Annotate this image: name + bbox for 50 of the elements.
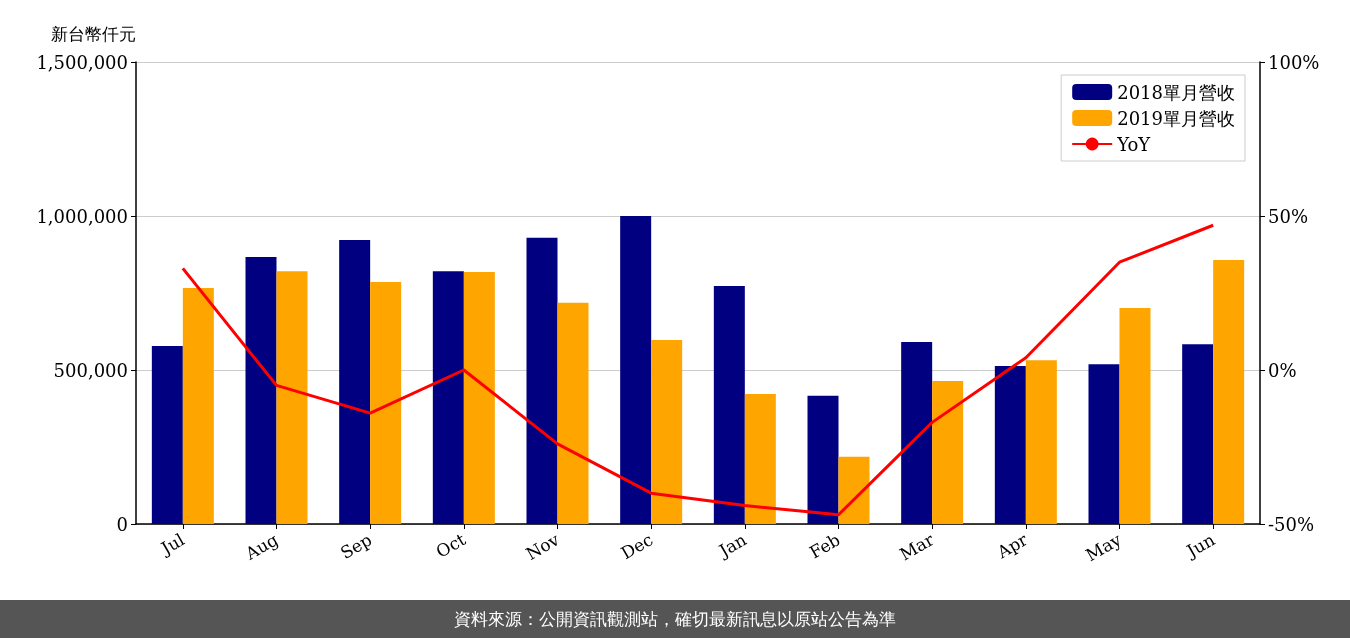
bar [245, 256, 277, 524]
y-tick-label: 1,500,000 [36, 51, 128, 73]
x-tick-label: Mar [896, 528, 938, 565]
bar [901, 341, 933, 524]
y2-tick-label: 0% [1268, 359, 1297, 381]
bar [651, 340, 683, 524]
bar [1088, 364, 1120, 524]
bar [838, 456, 870, 524]
bar [994, 366, 1026, 524]
bar [339, 240, 371, 524]
x-tick-label: Feb [805, 529, 844, 563]
x-tick-label: Aug [241, 529, 282, 565]
bar [1119, 308, 1151, 524]
y2-tick-label: 50% [1268, 205, 1309, 227]
bar [932, 381, 964, 524]
x-tick-label: Jul [156, 529, 188, 560]
x-tick-label: Jun [1181, 529, 1219, 562]
bar [557, 302, 589, 524]
legend-label: 2019單月營收 [1117, 107, 1235, 129]
bar [713, 285, 745, 524]
bar [1025, 360, 1057, 524]
bar [432, 271, 464, 524]
y-axis-title: 新台幣仟元 [51, 23, 136, 44]
x-tick-label: Jan [713, 529, 750, 562]
bar [744, 394, 776, 524]
bar [182, 288, 214, 524]
bar [620, 216, 652, 524]
x-tick-label: Oct [432, 529, 469, 562]
bar [151, 345, 183, 524]
legend-label: 2018單月營收 [1117, 81, 1235, 103]
bar [1213, 260, 1245, 524]
bar [370, 281, 402, 524]
y2-tick-label: 100% [1268, 51, 1320, 73]
bar [526, 237, 558, 524]
y-tick-label: 500,000 [53, 359, 128, 381]
x-tick-label: Nov [522, 529, 563, 564]
y2-tick-label: -50% [1268, 513, 1315, 535]
bar [276, 271, 308, 524]
bar [463, 272, 495, 524]
x-tick-label: Dec [617, 529, 657, 564]
y-tick-label: 1,000,000 [36, 205, 128, 227]
x-tick-label: Apr [992, 528, 1032, 563]
source-note: 資料來源：公開資訊觀測站，確切最新訊息以原站公告為準 [0, 600, 1350, 638]
x-tick-label: May [1082, 529, 1125, 566]
bar [807, 395, 839, 524]
line-series [181, 223, 1215, 517]
legend-label: YoY [1116, 133, 1152, 155]
bar [1182, 344, 1214, 524]
y-tick-label: 0 [116, 513, 128, 535]
x-tick-label: Sep [336, 529, 376, 563]
